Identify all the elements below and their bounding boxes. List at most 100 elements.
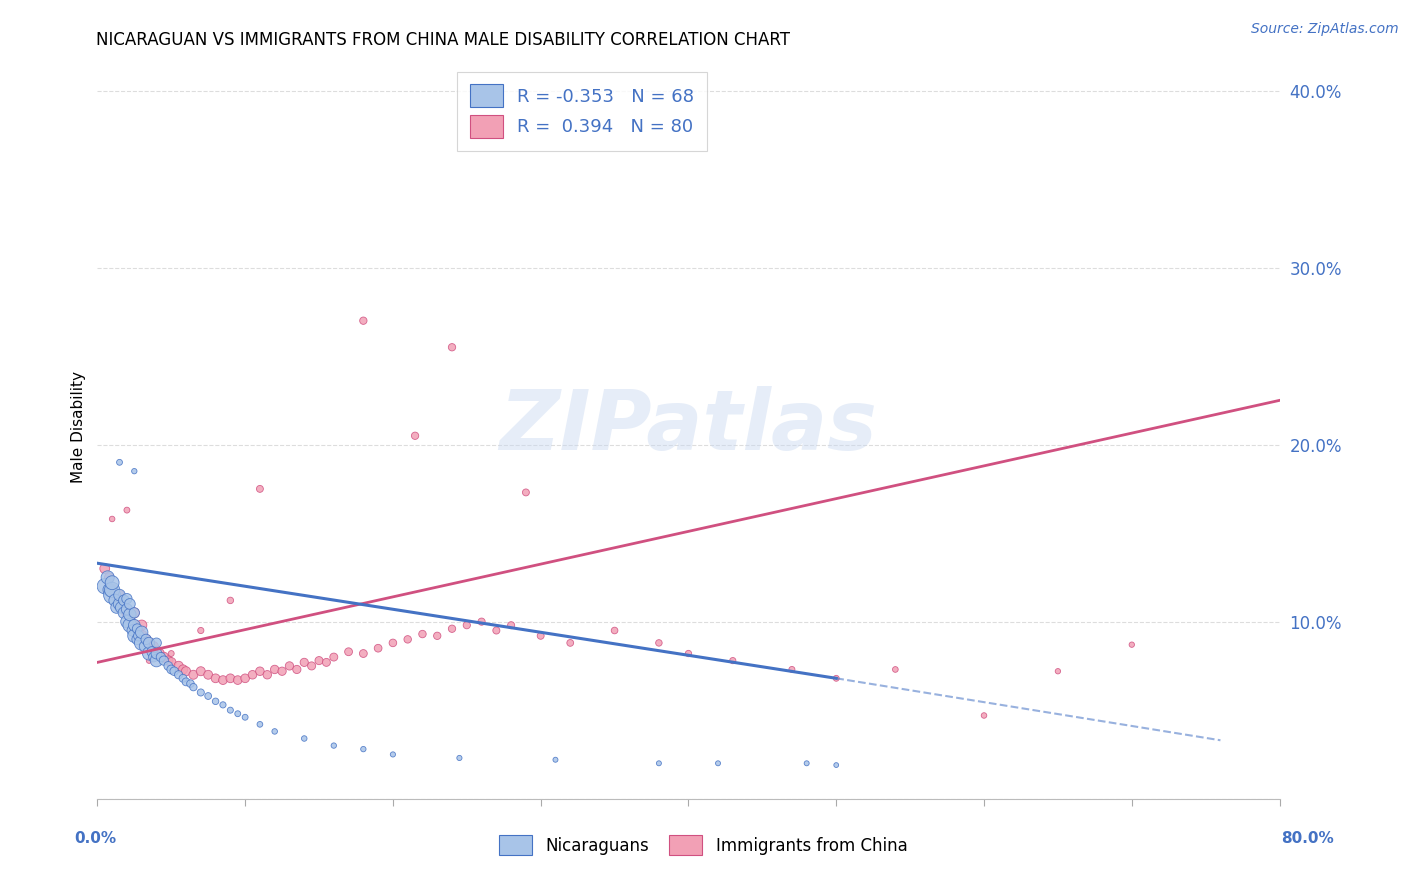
Point [93, 561, 115, 575]
Point [98, 582, 121, 597]
Point [131, 618, 153, 632]
Point [825, 671, 848, 685]
Point [157, 654, 180, 668]
Point [118, 607, 141, 622]
Point [124, 618, 146, 632]
Point [456, 618, 478, 632]
Point [530, 629, 553, 643]
Point [301, 659, 323, 673]
Point [278, 659, 301, 673]
Point [131, 636, 153, 650]
Point [544, 753, 567, 767]
Point [226, 706, 249, 721]
Point [471, 615, 494, 629]
Point [112, 606, 135, 620]
Legend: R = -0.353   N = 68, R =  0.394   N = 80: R = -0.353 N = 68, R = 0.394 N = 80 [457, 71, 707, 151]
Point [322, 739, 344, 753]
Point [440, 340, 463, 354]
Point [105, 600, 128, 615]
Point [115, 606, 138, 620]
Point [174, 664, 197, 678]
Point [292, 731, 315, 746]
Legend: Nicaraguans, Immigrants from China: Nicaraguans, Immigrants from China [492, 829, 914, 862]
Point [112, 593, 135, 607]
Point [603, 624, 626, 638]
Point [142, 650, 165, 665]
Point [101, 575, 124, 590]
Point [118, 597, 141, 611]
Point [98, 570, 121, 584]
Point [108, 597, 131, 611]
Point [174, 674, 197, 689]
Point [381, 636, 404, 650]
Point [167, 667, 190, 681]
Point [118, 611, 141, 625]
Point [115, 615, 138, 629]
Point [108, 588, 131, 602]
Point [124, 618, 146, 632]
Point [292, 656, 315, 670]
Point [128, 629, 150, 643]
Point [1121, 638, 1143, 652]
Point [233, 671, 256, 685]
Point [226, 673, 249, 687]
Point [219, 671, 242, 685]
Point [501, 618, 523, 632]
Text: ZIPatlas: ZIPatlas [499, 386, 877, 467]
Point [160, 647, 183, 661]
Point [678, 647, 700, 661]
Y-axis label: Male Disability: Male Disability [72, 371, 86, 483]
Point [124, 464, 146, 478]
Point [160, 663, 183, 677]
Point [101, 588, 124, 602]
Point [884, 663, 907, 677]
Point [411, 627, 433, 641]
Point [127, 632, 149, 647]
Point [138, 636, 160, 650]
Point [172, 671, 194, 685]
Point [285, 663, 308, 677]
Point [149, 650, 172, 665]
Point [104, 588, 127, 602]
Point [648, 756, 671, 771]
Point [249, 717, 271, 731]
Point [172, 663, 194, 677]
Point [135, 632, 157, 647]
Point [212, 673, 235, 687]
Point [104, 593, 127, 607]
Point [352, 647, 374, 661]
Text: 80.0%: 80.0% [1281, 831, 1334, 846]
Point [93, 579, 115, 593]
Text: 0.0%: 0.0% [75, 831, 117, 846]
Point [796, 756, 818, 771]
Point [263, 724, 285, 739]
Point [367, 641, 389, 656]
Point [112, 600, 135, 615]
Point [115, 503, 138, 517]
Point [108, 455, 131, 469]
Point [249, 664, 271, 678]
Point [249, 482, 271, 496]
Point [721, 654, 744, 668]
Point [219, 703, 242, 717]
Point [145, 647, 167, 661]
Point [308, 654, 330, 668]
Point [141, 645, 163, 659]
Point [263, 663, 285, 677]
Point [197, 667, 219, 681]
Point [404, 429, 426, 443]
Point [780, 663, 803, 677]
Point [160, 656, 183, 670]
Point [134, 640, 156, 654]
Point [1046, 664, 1069, 678]
Point [183, 667, 205, 681]
Point [233, 710, 256, 724]
Point [138, 647, 160, 661]
Point [167, 659, 190, 673]
Point [449, 751, 471, 765]
Point [648, 636, 671, 650]
Point [426, 629, 449, 643]
Point [127, 622, 149, 636]
Point [124, 606, 146, 620]
Point [190, 664, 212, 678]
